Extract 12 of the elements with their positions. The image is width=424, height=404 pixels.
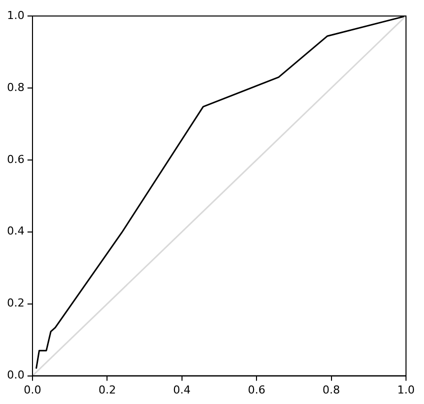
y-tick-label: 0.2 — [6, 296, 24, 310]
x-tick-label: 0.2 — [98, 383, 116, 396]
y-tick-label: 0.4 — [6, 224, 24, 238]
x-tick-label: 0.6 — [248, 383, 266, 396]
y-tick-label: 1.0 — [6, 8, 24, 22]
x-tick-label: 0.4 — [173, 383, 191, 396]
y-tick-label: 0.6 — [6, 152, 24, 166]
y-tick-label: 0.0 — [6, 368, 24, 382]
y-tick-label: 0.8 — [6, 80, 24, 94]
x-tick-label: 0.0 — [24, 383, 42, 396]
x-tick-label: 0.8 — [322, 383, 340, 396]
x-tick-label: 1.0 — [397, 383, 415, 396]
